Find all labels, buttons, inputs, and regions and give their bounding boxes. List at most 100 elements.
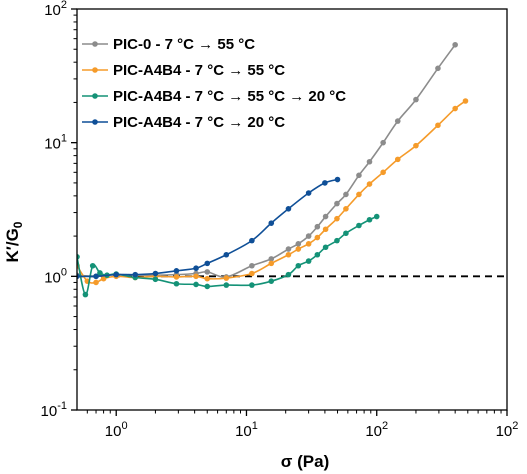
series-2-point-28 [462, 98, 469, 104]
series-2-point-23 [380, 169, 386, 176]
series-3-point-23 [366, 216, 373, 223]
legend-swatch-marker-1 [92, 41, 98, 47]
legend-swatch-marker-3 [92, 93, 98, 99]
legend-item-4: PIC-A4B4 - 7 °C → 20 °C [82, 114, 285, 131]
series-4-point-9 [223, 251, 230, 258]
series-3-point-19 [322, 244, 329, 251]
legend-item-2: PIC-A4B4 - 7 °C → 55 °C [82, 62, 285, 79]
y-tick-label-3: 101 [44, 133, 67, 153]
series-4-point-13 [305, 190, 312, 196]
series-2-point-20 [343, 206, 349, 212]
series-1-point-24 [435, 65, 441, 72]
plot-frame-layer [76, 8, 508, 411]
series-1-point-19 [356, 172, 362, 179]
series-1-point-10 [249, 262, 255, 269]
series-4-point-2 [93, 273, 99, 280]
series-3-point-10 [193, 281, 199, 288]
series-1-point-18 [343, 191, 349, 198]
series-2-point-15 [295, 246, 302, 252]
series-2-point-14 [285, 251, 292, 258]
series-2 [77, 98, 469, 286]
series-1-point-21 [380, 139, 386, 146]
series-2-point-8 [173, 274, 180, 280]
x-axis-label: σ (Pa) [281, 452, 329, 471]
series-3-point-15 [285, 271, 292, 278]
series-3-point-13 [249, 282, 255, 288]
legend-label-3: PIC-A4B4 - 7 °C → 55 °C → 20 °C [113, 88, 346, 105]
series-3-point-12 [223, 282, 230, 288]
x-tick-label-3: 102 [365, 420, 388, 440]
series-3-point-2 [82, 291, 89, 298]
series-2-point-4 [100, 275, 107, 282]
series-4-point-7 [193, 265, 199, 272]
legend-swatch-marker-2 [92, 67, 98, 73]
y-tick-label-2: 100 [44, 266, 67, 286]
series-1-point-8 [204, 269, 211, 275]
series-3-point-9 [173, 280, 180, 287]
series-2-point-10 [204, 275, 211, 282]
series-4-point-3 [113, 271, 120, 278]
series-3-point-20 [334, 237, 340, 244]
series-3-point-3 [89, 262, 96, 269]
y-axis-label: K′/G0 [3, 221, 25, 262]
series-2-point-25 [413, 142, 419, 149]
series-2-point-11 [223, 275, 230, 281]
series-4-point-1 [77, 273, 80, 280]
series-4 [77, 176, 341, 280]
legend-label-1: PIC-0 - 7 °C → 55 °C [113, 36, 255, 53]
x-tick-label-4: 102 [496, 420, 519, 440]
series-3-point-16 [295, 262, 302, 269]
series-4-point-14 [322, 180, 328, 186]
y-tick-label-1: 10-1 [41, 400, 67, 420]
series-2-point-27 [452, 105, 458, 112]
series-2-point-12 [249, 270, 255, 277]
legend-label-2: PIC-A4B4 - 7 °C → 55 °C [113, 62, 285, 79]
series-2-point-18 [322, 226, 329, 233]
series-1-point-15 [314, 223, 321, 230]
series-4-point-10 [249, 237, 255, 244]
series-3-point-1 [77, 254, 80, 260]
series-1-point-25 [452, 41, 458, 48]
series-1-point-23 [413, 96, 419, 103]
legend-item-3: PIC-A4B4 - 7 °C → 55 °C → 20 °C [82, 88, 346, 105]
series-2-point-9 [193, 273, 199, 280]
legend-label-4: PIC-A4B4 - 7 °C → 20 °C [113, 114, 285, 131]
series-1-point-20 [366, 158, 373, 165]
series-layer [77, 41, 469, 298]
y-tick-label-4: 102 [44, 0, 67, 19]
series-3-point-8 [152, 276, 159, 283]
series-2-point-19 [334, 215, 340, 222]
series-2-point-26 [435, 122, 441, 129]
series-4-point-6 [173, 268, 180, 274]
series-3-point-11 [204, 283, 211, 290]
series-3-point-4 [97, 270, 103, 276]
legend-swatch-marker-4 [92, 119, 98, 125]
series-2-point-21 [356, 191, 362, 198]
series-4-point-5 [152, 270, 159, 277]
plot-frame [76, 8, 508, 411]
series-1-point-12 [285, 246, 292, 252]
series-2-point-13 [268, 260, 275, 267]
series-4-point-11 [268, 220, 275, 226]
series-3-point-22 [356, 222, 362, 229]
series-4-point-8 [204, 260, 211, 267]
tick-layer: 100 101 102 102 10-1 100 101 102 [41, 0, 519, 440]
series-2-point-24 [394, 156, 401, 163]
series-4-point-15 [334, 176, 341, 183]
series-4-point-4 [132, 271, 139, 278]
series-2-point-22 [366, 181, 373, 187]
series-1-point-13 [295, 241, 302, 247]
series-1-point-17 [334, 200, 340, 207]
series-1-point-16 [322, 213, 329, 220]
series-1-point-11 [268, 256, 275, 262]
legend: PIC-0 - 7 °C → 55 °C PIC-A4B4 - 7 °C → 55… [82, 36, 346, 131]
legend-item-1: PIC-0 - 7 °C → 55 °C [82, 36, 255, 53]
series-3-point-24 [373, 213, 380, 220]
series-3-point-14 [268, 278, 275, 284]
series-2-point-17 [314, 234, 321, 241]
series-3-point-21 [343, 230, 349, 237]
series-1-point-14 [305, 233, 312, 239]
x-tick-label-2: 101 [235, 420, 258, 440]
series-2-line [77, 100, 466, 284]
